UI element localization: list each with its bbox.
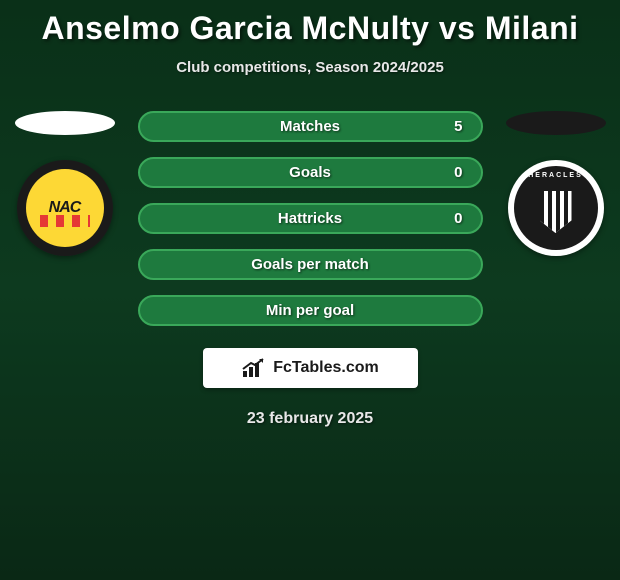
stat-row-hattricks: Hattricks 0 [138,203,483,234]
stat-label: Min per goal [266,302,354,319]
stat-label: Matches [280,118,340,135]
left-marker [15,111,115,135]
right-badge-face: HERACLES [514,166,598,250]
stat-row-goals: Goals 0 [138,157,483,188]
comparison-container: NAC Matches 5 Goals 0 Hattricks 0 Goals … [0,111,620,326]
right-team-badge: HERACLES [508,160,604,256]
stat-right-val: 0 [443,210,463,227]
right-badge-shield [540,191,572,233]
left-badge-stripes [40,215,90,227]
stat-label: Hattricks [278,210,342,227]
stat-row-matches: Matches 5 [138,111,483,142]
brand-bar: FcTables.com [203,348,418,388]
page-title: Anselmo Garcia McNulty vs Milani [0,0,620,47]
date-text: 23 february 2025 [0,410,620,428]
left-badge-face: NAC [26,169,104,247]
stat-right-val: 5 [443,118,463,135]
left-team-badge: NAC [17,160,113,256]
stat-row-goals-per-match: Goals per match [138,249,483,280]
right-badge-text: HERACLES [516,172,596,179]
stat-label: Goals per match [251,256,369,273]
right-badge-stripes [540,191,572,233]
brand-chart-icon [241,357,267,379]
subtitle: Club competitions, Season 2024/2025 [0,59,620,76]
stat-right-val: 0 [443,164,463,181]
stat-label: Goals [289,164,331,181]
stats-list: Matches 5 Goals 0 Hattricks 0 Goals per … [138,111,483,326]
right-marker [506,111,606,135]
left-team-col: NAC [10,111,120,256]
right-team-col: HERACLES [501,111,611,256]
brand-text: FcTables.com [273,359,379,377]
stat-row-min-per-goal: Min per goal [138,295,483,326]
